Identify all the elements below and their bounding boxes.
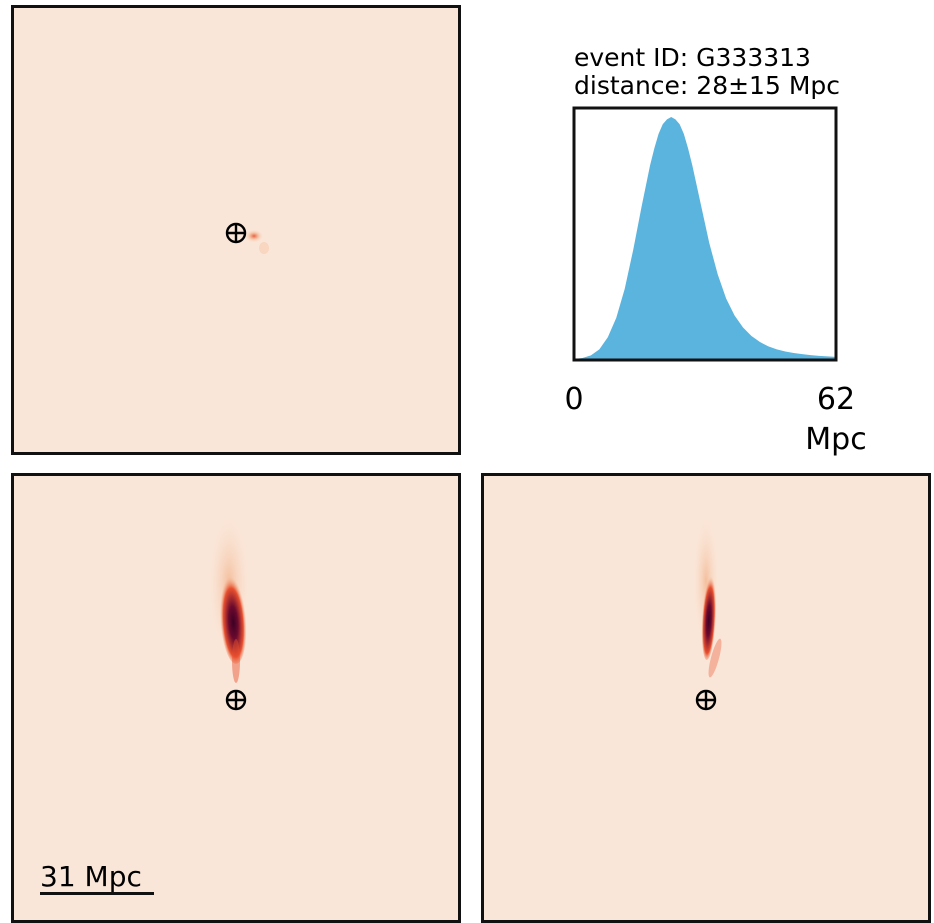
earth-icon (695, 689, 717, 711)
scale-bar (40, 892, 154, 895)
x-axis-label: Mpc (805, 422, 866, 457)
probability-density-tail (259, 242, 269, 254)
probability-density-tail (232, 639, 240, 683)
distance-histogram: 0 62 Mpc (564, 106, 867, 457)
scale-bar-label: 31 Mpc (40, 860, 142, 893)
projection-panel-top-left (11, 5, 461, 455)
probability-density (701, 572, 717, 660)
histogram-frame (572, 106, 838, 362)
probability-density (219, 572, 247, 664)
projection-panel-bottom-right (481, 473, 931, 923)
histogram-header: event ID: G333313 distance: 28±15 Mpc (574, 44, 840, 100)
distance-label: distance: 28±15 Mpc (574, 71, 841, 100)
earth-icon (225, 689, 247, 711)
projection-panel-bottom-left (11, 473, 461, 923)
x-tick-label-min: 0 (564, 382, 583, 417)
distance-distribution-area (574, 117, 836, 359)
probability-density-tail (708, 638, 722, 678)
x-tick-label-max: 62 (817, 382, 855, 417)
event-id-label: event ID: G333313 (574, 43, 811, 72)
earth-icon (225, 222, 247, 244)
probability-density (244, 229, 264, 243)
